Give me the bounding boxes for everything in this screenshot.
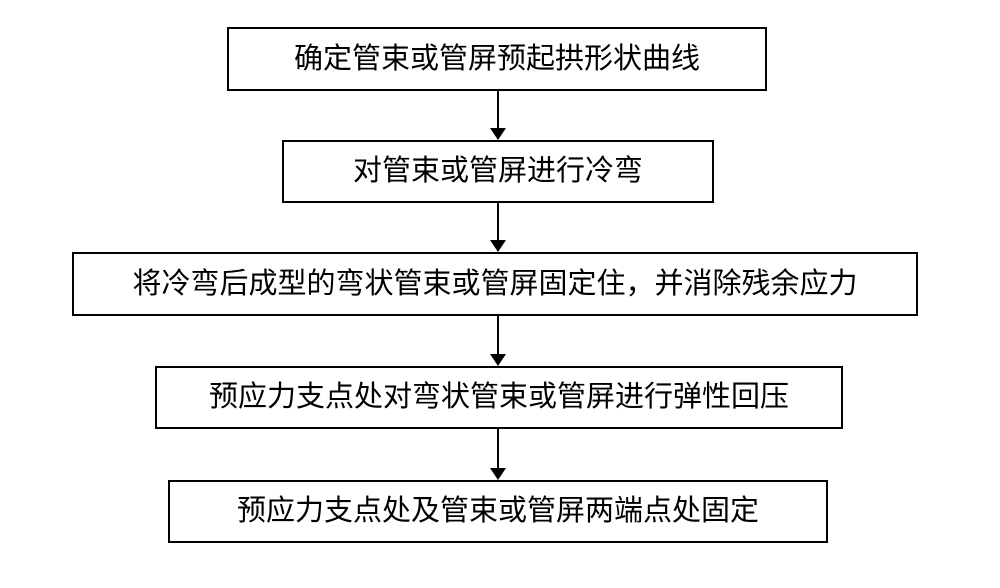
flow-node-5: 预应力支点处及管束或管屏两端点处固定 <box>168 480 828 543</box>
flow-node-3-label: 将冷弯后成型的弯状管束或管屏固定住，并消除残余应力 <box>132 267 857 302</box>
flow-node-2-label: 对管束或管屏进行冷弯 <box>353 154 643 189</box>
flow-node-3: 将冷弯后成型的弯状管束或管屏固定住，并消除残余应力 <box>72 252 918 316</box>
flowchart-container: 确定管束或管屏预起拱形状曲线 对管束或管屏进行冷弯 将冷弯后成型的弯状管束或管屏… <box>0 0 1000 588</box>
flow-node-2: 对管束或管屏进行冷弯 <box>282 140 714 203</box>
flow-node-1-label: 确定管束或管屏预起拱形状曲线 <box>294 42 700 77</box>
flow-node-4: 预应力支点处对弯状管束或管屏进行弹性回压 <box>155 366 843 429</box>
flow-node-4-label: 预应力支点处对弯状管束或管屏进行弹性回压 <box>209 380 789 415</box>
flow-node-5-label: 预应力支点处及管束或管屏两端点处固定 <box>237 494 759 529</box>
flow-node-1: 确定管束或管屏预起拱形状曲线 <box>227 27 767 91</box>
